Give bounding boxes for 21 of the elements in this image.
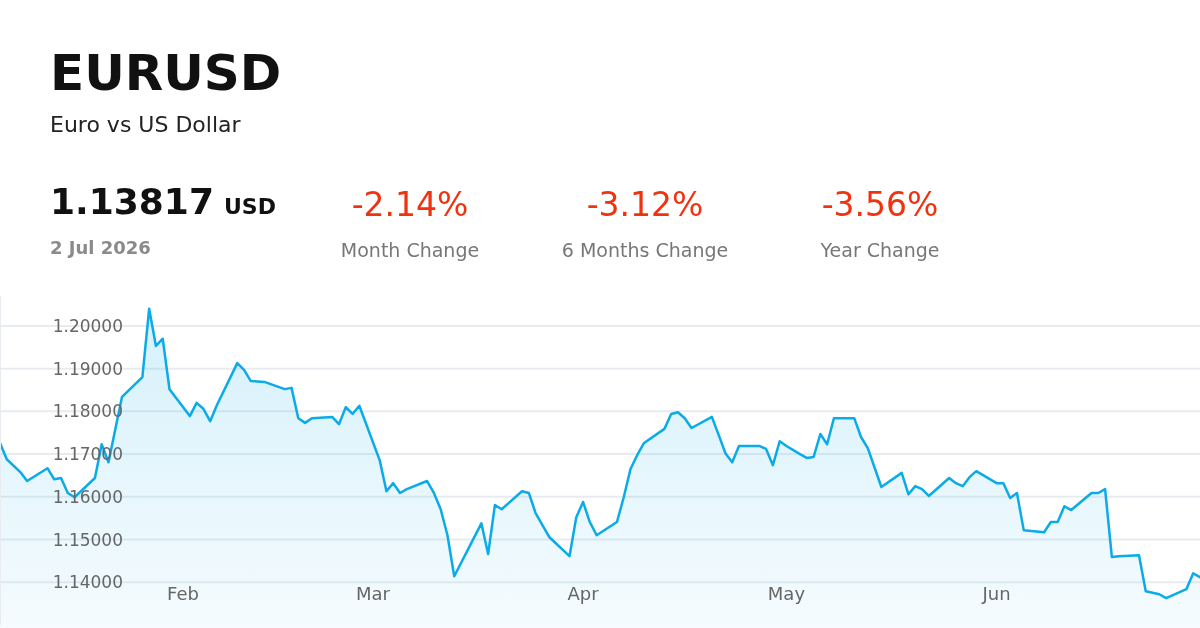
text: -3.56% [821, 185, 939, 224]
x-tick-label: Mar [355, 583, 391, 604]
y-tick-label: 1.16000 [52, 486, 123, 507]
text: Month Change [340, 239, 480, 261]
x-tick-label: Jun [981, 583, 1011, 604]
text: -3.12% [586, 185, 704, 224]
y-tick-label: 1.15000 [52, 529, 123, 550]
y-tick-label: 1.19000 [52, 358, 123, 379]
chart-subtitle: Euro vs US Dollar [50, 112, 242, 137]
x-tick-label: Apr [567, 583, 600, 604]
text: 1.13817 [50, 181, 214, 222]
text: 6 Months Change [561, 239, 729, 261]
chart-title: EURUSD [50, 44, 282, 102]
y-tick-label: 1.14000 [52, 572, 123, 593]
y-tick-label: 1.20000 [52, 316, 123, 337]
x-tick-label: May [767, 583, 806, 604]
text: -2.14% [351, 185, 469, 224]
text: 2 Jul 2026 [50, 237, 151, 258]
x-tick-label: Feb [167, 583, 199, 604]
text: USD [223, 194, 276, 219]
text: Year Change [819, 239, 940, 261]
